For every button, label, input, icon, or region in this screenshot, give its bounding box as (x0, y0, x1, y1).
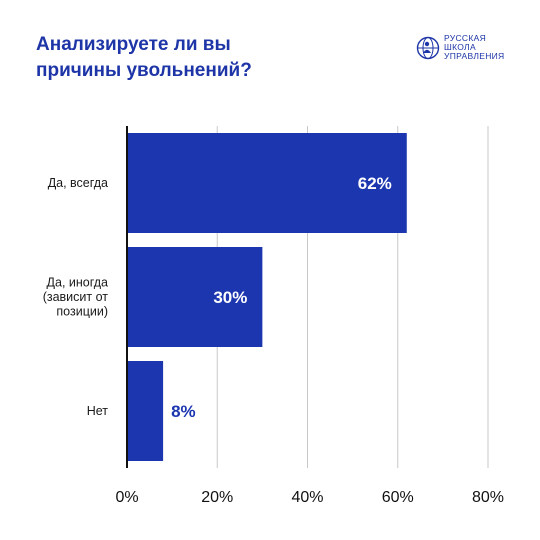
globe-person-icon (416, 36, 440, 59)
brand-name-line-2: ШКОЛА (444, 42, 476, 52)
chart-title-line-1: Анализируете ли вы (36, 34, 231, 55)
bar (127, 247, 263, 347)
category-label: Нет (87, 404, 109, 418)
x-tick-label: 80% (472, 489, 504, 506)
category-label: позиции) (56, 305, 108, 319)
bar (127, 361, 164, 461)
brand-name-line-3: УПРАВЛЕНИЯ (444, 51, 505, 61)
labels: 0% 20% 40% 60% 80% Да, всегда 62% Да, иногда(за… (43, 174, 504, 506)
x-tick-label: 40% (291, 489, 323, 506)
data-label: 8% (171, 402, 196, 421)
data-label: 30% (213, 288, 247, 307)
bar (127, 133, 407, 233)
x-tick-label: 20% (201, 489, 233, 506)
category-label: Да, всегда (48, 176, 108, 190)
brand-name-line-1: РУССКАЯ (444, 33, 487, 43)
chart-title-line-2: причины увольнений? (36, 60, 252, 81)
x-tick-label: 60% (382, 489, 414, 506)
bars (127, 133, 407, 461)
x-tick-label: 0% (115, 489, 138, 506)
category-label: (зависит от (43, 290, 109, 304)
category-label: Да, иногда (47, 276, 108, 290)
brand-name: РУССКАЯ ШКОЛА УПРАВЛЕНИЯ (444, 34, 505, 61)
chart-title: Анализируете ли вы причины увольнений? (36, 32, 336, 84)
brand-logo: РУССКАЯ ШКОЛА УПРАВЛЕНИЯ (416, 34, 505, 61)
data-label: 62% (358, 174, 392, 193)
